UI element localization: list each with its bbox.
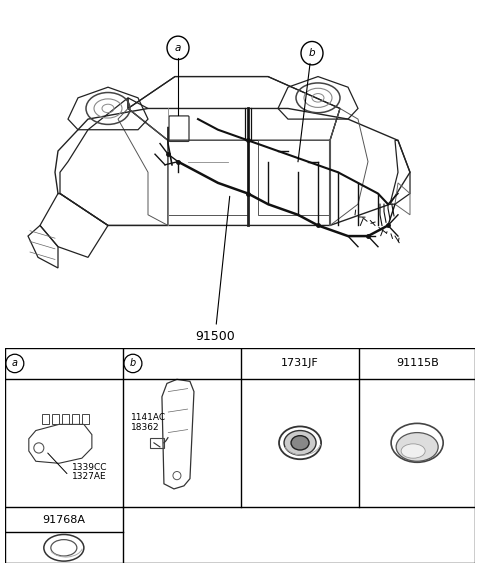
Bar: [82, 414, 89, 424]
Ellipse shape: [401, 444, 425, 458]
Bar: [62, 414, 69, 424]
Ellipse shape: [284, 431, 316, 455]
Text: 18362: 18362: [131, 423, 159, 431]
Text: 1731JF: 1731JF: [281, 358, 319, 368]
Bar: [150, 438, 164, 448]
Ellipse shape: [291, 436, 309, 450]
Text: 1339CC: 1339CC: [72, 462, 108, 471]
Bar: [52, 414, 59, 424]
Bar: [42, 414, 49, 424]
Text: 91768A: 91768A: [42, 515, 85, 525]
Bar: [72, 414, 79, 424]
Text: a: a: [12, 358, 18, 368]
Text: 91115B: 91115B: [396, 358, 439, 368]
Text: a: a: [175, 43, 181, 53]
Text: b: b: [130, 358, 136, 368]
Ellipse shape: [396, 432, 438, 461]
Text: 91500: 91500: [195, 196, 235, 342]
Text: b: b: [309, 48, 315, 58]
Text: 1141AC: 1141AC: [131, 413, 166, 422]
Text: 1327AE: 1327AE: [72, 471, 107, 481]
